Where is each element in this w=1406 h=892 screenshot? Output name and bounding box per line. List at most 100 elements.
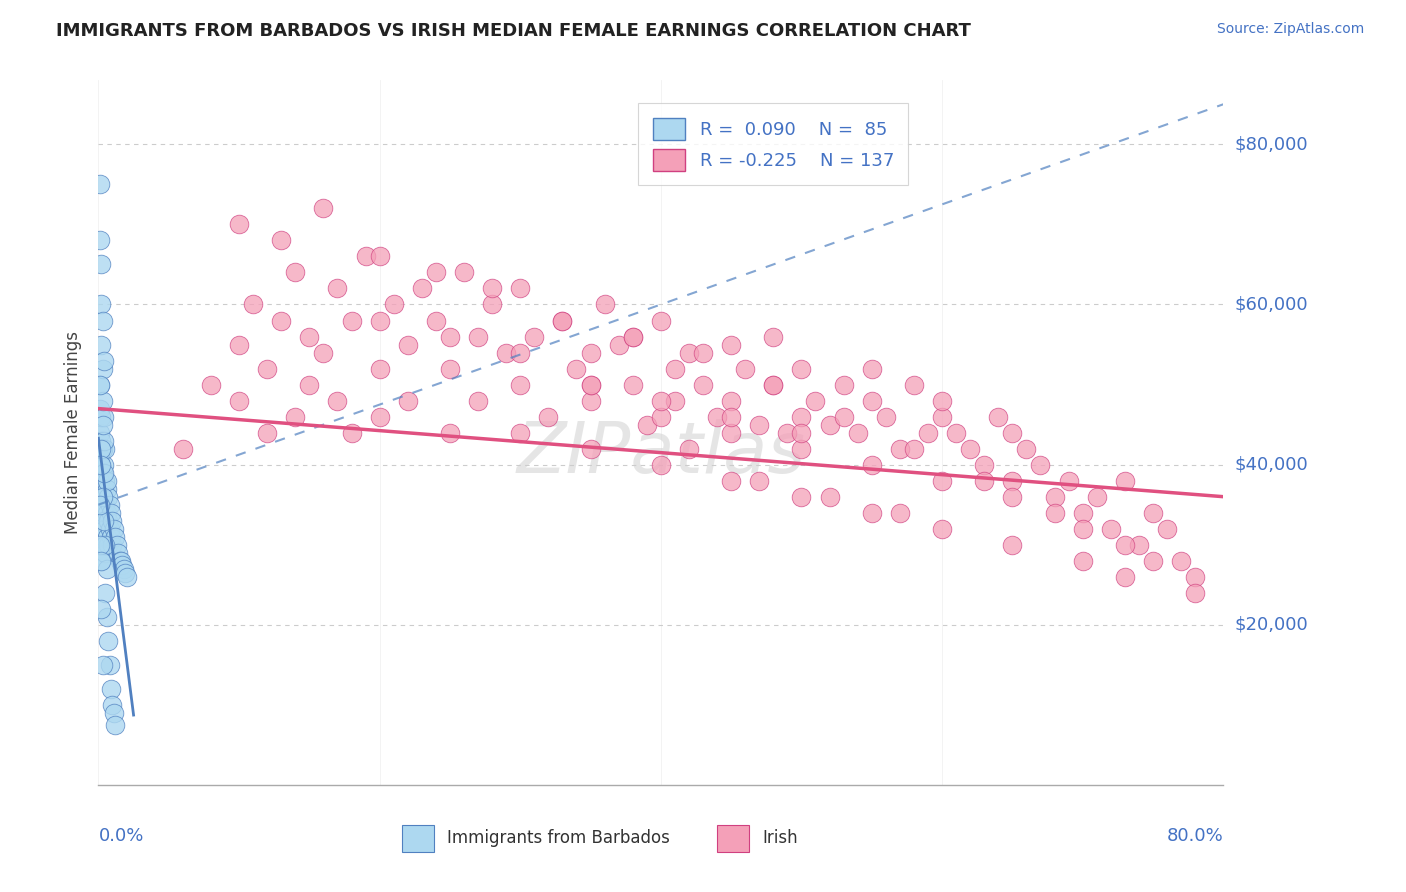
Point bbox=[172, 442, 194, 456]
Point bbox=[453, 265, 475, 279]
Point bbox=[664, 393, 686, 408]
Text: 80.0%: 80.0% bbox=[1167, 827, 1223, 846]
Point bbox=[903, 377, 925, 392]
Point bbox=[917, 425, 939, 440]
Point bbox=[96, 530, 118, 544]
Point bbox=[678, 345, 700, 359]
Legend: R =  0.090    N =  85, R = -0.225    N = 137: R = 0.090 N = 85, R = -0.225 N = 137 bbox=[638, 103, 908, 186]
Point bbox=[110, 554, 132, 568]
Point bbox=[720, 474, 742, 488]
Point bbox=[100, 681, 122, 696]
Point bbox=[931, 522, 953, 536]
Point bbox=[368, 409, 391, 424]
Point bbox=[1001, 538, 1024, 552]
Point bbox=[1071, 506, 1094, 520]
Point bbox=[368, 313, 391, 327]
Point bbox=[93, 434, 115, 448]
Point bbox=[551, 313, 574, 327]
Point bbox=[368, 361, 391, 376]
Point bbox=[579, 377, 602, 392]
Point bbox=[298, 377, 321, 392]
Point bbox=[98, 657, 121, 672]
Text: ZIPatlas: ZIPatlas bbox=[516, 419, 806, 488]
Point bbox=[720, 409, 742, 424]
Point bbox=[312, 345, 335, 359]
Point bbox=[396, 393, 419, 408]
Point bbox=[98, 522, 121, 536]
Point bbox=[98, 498, 121, 512]
Point bbox=[90, 297, 112, 311]
Point bbox=[987, 409, 1010, 424]
Point bbox=[89, 498, 111, 512]
Point bbox=[1114, 474, 1136, 488]
Point bbox=[90, 442, 112, 456]
Point bbox=[97, 514, 120, 528]
Point bbox=[790, 425, 813, 440]
Point bbox=[104, 718, 127, 732]
Point bbox=[96, 562, 118, 576]
Point bbox=[804, 393, 827, 408]
Point bbox=[1184, 570, 1206, 584]
Point bbox=[382, 297, 405, 311]
Point bbox=[93, 506, 115, 520]
Point bbox=[973, 458, 995, 472]
Point bbox=[762, 377, 785, 392]
Point bbox=[91, 657, 114, 672]
Point bbox=[96, 482, 118, 496]
Point bbox=[1043, 490, 1066, 504]
Point bbox=[945, 425, 967, 440]
Point bbox=[108, 554, 131, 568]
Point bbox=[270, 234, 292, 248]
Point bbox=[90, 458, 112, 472]
Point bbox=[94, 538, 117, 552]
Point bbox=[425, 313, 447, 327]
Text: Immigrants from Barbados: Immigrants from Barbados bbox=[447, 829, 671, 847]
Point bbox=[96, 474, 118, 488]
Point bbox=[93, 458, 115, 472]
Point bbox=[90, 458, 112, 472]
Point bbox=[706, 409, 728, 424]
Point bbox=[860, 393, 883, 408]
Point bbox=[1071, 522, 1094, 536]
Text: $40,000: $40,000 bbox=[1234, 456, 1308, 474]
Point bbox=[832, 377, 855, 392]
Point bbox=[396, 337, 419, 351]
Point bbox=[734, 361, 756, 376]
Point bbox=[875, 409, 897, 424]
Point bbox=[100, 530, 122, 544]
Point bbox=[90, 337, 112, 351]
Point bbox=[467, 329, 489, 343]
Point bbox=[481, 281, 503, 295]
Point bbox=[90, 554, 112, 568]
Point bbox=[692, 345, 714, 359]
Point bbox=[298, 329, 321, 343]
Point bbox=[101, 538, 124, 552]
Point bbox=[326, 281, 349, 295]
Point bbox=[425, 265, 447, 279]
Point bbox=[91, 466, 114, 480]
Point bbox=[340, 425, 363, 440]
Text: $60,000: $60,000 bbox=[1234, 295, 1308, 313]
Point bbox=[593, 297, 616, 311]
Point bbox=[96, 506, 118, 520]
Point bbox=[312, 202, 335, 216]
Text: $80,000: $80,000 bbox=[1234, 136, 1308, 153]
Point bbox=[101, 514, 124, 528]
Point bbox=[89, 178, 111, 192]
Point bbox=[90, 482, 112, 496]
Point bbox=[89, 377, 111, 392]
Point bbox=[1156, 522, 1178, 536]
Point bbox=[650, 409, 672, 424]
Point bbox=[104, 530, 127, 544]
Point bbox=[228, 218, 250, 232]
Point bbox=[89, 377, 111, 392]
Point bbox=[818, 490, 841, 504]
Point bbox=[103, 522, 125, 536]
Point bbox=[326, 393, 349, 408]
Point bbox=[748, 474, 770, 488]
Point bbox=[90, 409, 112, 424]
Point bbox=[692, 377, 714, 392]
Point bbox=[340, 313, 363, 327]
Point bbox=[228, 337, 250, 351]
Point bbox=[1114, 538, 1136, 552]
